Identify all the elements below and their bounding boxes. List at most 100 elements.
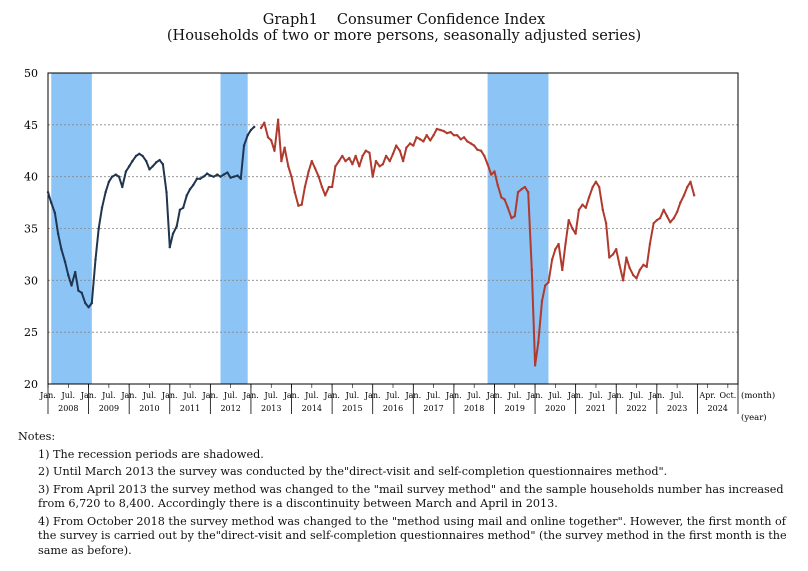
year-label-2011: 2011 [180,404,200,413]
series-1-point-3 [56,232,60,235]
note-1: 1) The recession periods are shadowed. [38,447,264,461]
series-2-point-12 [300,203,303,206]
series-2-point-115 [648,242,652,246]
series-2-point-113 [642,263,645,266]
notes-heading: Notes: [18,430,56,443]
series-1-point-47 [205,172,209,175]
series-1-point-10 [80,291,83,294]
series-2-point-96 [584,206,587,209]
series-2-point-110 [632,273,635,277]
series-2-point-67 [486,163,489,166]
series-1-point-26 [134,154,138,158]
series-2-point-93 [574,232,577,235]
series-2-point-68 [490,173,493,176]
month-tick-label-2: Jan. [80,391,97,400]
series-2-point-33 [371,175,374,178]
series-2-point-2 [266,136,270,139]
series-2-point-37 [384,154,388,158]
note-4: 4) From October 2018 the survey method w… [38,514,787,557]
year-label-2018: 2018 [464,404,484,413]
month-tick-label-25: Jul. [548,391,562,400]
series-2-point-25 [344,159,347,163]
series-1-point-52 [222,173,225,176]
series-2-point-73 [506,206,510,209]
series-1-point-18 [107,180,111,184]
series-2-point-15 [310,159,314,163]
series-2-point-100 [597,185,601,189]
series-1-point-60 [249,128,253,132]
series-2-point-19 [324,194,327,197]
series-2-point-1 [263,121,266,124]
series-2-point-77 [520,187,523,191]
series-2-point-71 [500,196,503,199]
series-1-point-48 [209,174,212,177]
series-1-point-2 [53,211,57,215]
y-tick-label-30: 30 [24,274,38,287]
series-2-point-54 [442,129,445,133]
series-2-point-24 [341,154,344,158]
month-tick-label-29: Jul. [629,391,643,400]
series-2-point-44 [408,142,412,145]
x-axis-month-label: (month) [741,390,775,401]
series-2-point-80 [530,268,534,272]
month-tick-label-13: Jul. [304,391,318,400]
series-2-point-4 [273,149,276,152]
series-1-point-24 [127,165,131,168]
series-1-point-34 [161,163,165,166]
series-1-point-55 [232,175,236,178]
series-2-point-79 [526,191,530,194]
series-1-point-54 [229,176,232,179]
year-label-2017: 2017 [423,404,443,413]
series-2-point-74 [510,216,513,220]
series-2-point-116 [652,222,655,225]
series-2-point-87 [554,248,557,251]
series-1-point-22 [121,185,124,189]
series-1-point-45 [199,177,202,180]
series-2-point-56 [449,130,452,134]
series-2-point-0 [259,126,263,130]
series-2-point-35 [378,165,381,168]
series-1-point-1 [50,201,53,204]
series-1-point-30 [148,168,151,171]
month-tick-label-30: Jan. [648,391,665,400]
series-1-point-46 [202,175,205,178]
series-2-point-125 [682,194,686,197]
series-1-point-9 [77,289,80,292]
series-2-point-31 [364,149,368,152]
series-2-point-22 [334,165,337,168]
series-2-point-7 [283,146,286,149]
month-tick-label-8: Jan. [202,391,219,400]
series-2-point-48 [422,140,425,143]
series-2-point-47 [418,138,422,141]
series-1-point-25 [131,159,134,163]
series-2-point-98 [591,185,594,189]
series-2-point-5 [276,118,280,121]
month-tick-label-9: Jul. [223,391,237,400]
y-tick-label-50: 50 [24,67,38,80]
series-1-point-31 [151,165,154,168]
series-2-point-128 [692,194,696,197]
month-tick-label-10: Jan. [242,391,259,400]
series-2-point-51 [432,134,435,137]
series-2-point-43 [405,146,408,149]
month-tick-label-7: Jul. [182,391,196,400]
series-2-point-126 [686,185,689,189]
series-2-point-94 [577,208,581,212]
series-2-point-119 [662,208,665,212]
series-1-point-35 [165,191,168,194]
month-tick-label-23: Jul. [507,391,521,400]
series-2-point-69 [493,170,496,173]
month-tick-label-12: Jan. [283,391,300,400]
series-1-point-56 [236,174,239,177]
series-2-point-23 [337,159,341,163]
series-1-point-37 [171,232,175,235]
series-2-point-122 [672,216,676,220]
series-2-point-11 [297,204,300,207]
series-2-point-49 [425,134,428,137]
series-2-point-95 [581,203,584,206]
series-1-point-43 [192,183,195,187]
month-tick-label-1: Jul. [61,391,75,400]
series-2-point-55 [445,131,449,135]
series-2-point-61 [466,140,469,143]
month-tick-label-20: Jan. [445,391,462,400]
